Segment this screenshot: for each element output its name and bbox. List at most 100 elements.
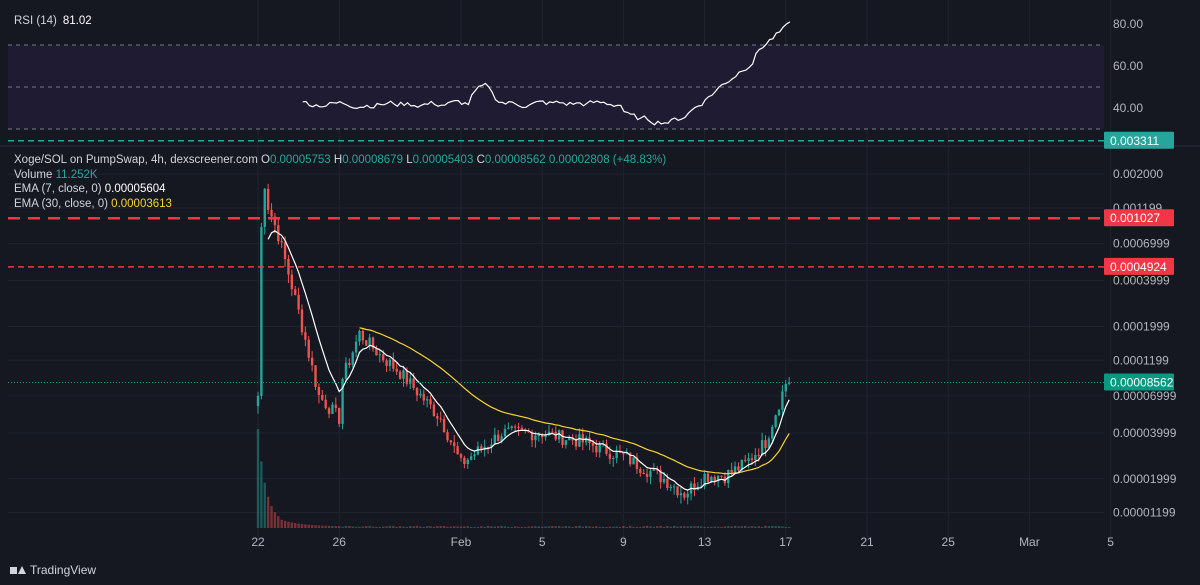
volume-bar bbox=[283, 520, 287, 528]
price-tick-label: 0.0006999 bbox=[1113, 237, 1170, 251]
candle-body bbox=[446, 432, 449, 441]
volume-bar bbox=[571, 526, 574, 528]
candle-body bbox=[774, 415, 777, 427]
candle-body bbox=[469, 456, 473, 460]
ema7-label: EMA (7, close, 0) bbox=[14, 183, 102, 195]
candle-body bbox=[442, 418, 446, 433]
tradingview-brand: TradingView bbox=[30, 563, 97, 577]
candle-body bbox=[381, 354, 385, 361]
volume-bar bbox=[760, 526, 764, 528]
volume-bar bbox=[290, 522, 294, 528]
volume-label: Volume bbox=[14, 168, 53, 181]
close-value: 0.00008562 bbox=[484, 154, 546, 166]
candle-body bbox=[635, 457, 639, 469]
candle-body bbox=[662, 478, 666, 483]
volume-bar bbox=[639, 526, 642, 528]
time-tick-label: 13 bbox=[698, 535, 712, 549]
volume-bar bbox=[412, 526, 415, 528]
volume-bar bbox=[466, 526, 469, 528]
volume-bar bbox=[737, 526, 740, 528]
volume-bar bbox=[456, 526, 459, 528]
candle-body bbox=[344, 362, 348, 379]
tradingview-icon bbox=[10, 565, 26, 575]
volume-bar bbox=[622, 525, 625, 528]
candle-body bbox=[612, 458, 615, 460]
price-tick-label: 0.0001999 bbox=[1113, 319, 1170, 333]
volume-bar bbox=[334, 526, 338, 528]
candle-body bbox=[432, 404, 436, 417]
candle-body bbox=[598, 443, 601, 453]
candle-body bbox=[439, 418, 442, 420]
volume-bar bbox=[534, 526, 537, 528]
time-tick-label: Feb bbox=[451, 535, 472, 549]
volume-bar bbox=[764, 525, 767, 528]
candle-body bbox=[530, 432, 534, 441]
green-level-tag: 0.003311 bbox=[1110, 134, 1159, 148]
tradingview-logo[interactable]: TradingView bbox=[10, 563, 96, 577]
volume-bar bbox=[767, 526, 771, 528]
candle-body bbox=[402, 370, 405, 379]
volume-bar bbox=[564, 526, 568, 528]
volume-bar bbox=[628, 525, 632, 528]
volume-bar bbox=[635, 526, 639, 528]
volume-bar bbox=[415, 525, 419, 528]
candle-body bbox=[649, 470, 652, 477]
rsi-line bbox=[302, 21, 791, 126]
volume-bar bbox=[432, 526, 436, 528]
volume-bar bbox=[449, 526, 453, 528]
red-level-tag-1: 0.001027 bbox=[1110, 211, 1160, 225]
time-tick-label: 22 bbox=[251, 535, 265, 549]
candle-body bbox=[300, 309, 304, 333]
volume-bar bbox=[598, 526, 601, 528]
volume-bar bbox=[700, 526, 703, 528]
volume-bar bbox=[331, 525, 334, 528]
candle-body bbox=[777, 409, 781, 416]
candle-body bbox=[554, 431, 557, 440]
volume-bar bbox=[436, 526, 439, 528]
candle-body bbox=[304, 332, 307, 340]
candle-body bbox=[659, 470, 662, 483]
volume-bar bbox=[520, 526, 524, 528]
candle-body bbox=[375, 348, 378, 356]
volume-bar bbox=[588, 526, 591, 528]
candle-body bbox=[280, 241, 283, 243]
candle-body bbox=[466, 459, 469, 465]
volume-bar bbox=[317, 525, 321, 528]
symbol-title[interactable]: Xoge/SOL on PumpSwap, 4h, dexscreener.co… bbox=[14, 154, 258, 166]
volume-bar bbox=[733, 525, 737, 528]
volume-bar bbox=[385, 526, 388, 528]
candle-body bbox=[672, 486, 676, 488]
close-key: C bbox=[476, 154, 485, 166]
candle-body bbox=[750, 458, 754, 461]
candle-body bbox=[371, 337, 375, 349]
candle-body bbox=[409, 378, 412, 384]
candle-body bbox=[429, 399, 432, 405]
volume-bar bbox=[689, 526, 693, 528]
candle-body bbox=[716, 475, 720, 482]
time-tick-label: 21 bbox=[860, 535, 874, 549]
candle-body bbox=[273, 216, 277, 226]
open-key: O bbox=[260, 154, 270, 166]
candle-body bbox=[297, 294, 300, 310]
candle-body bbox=[365, 340, 368, 346]
volume-bar bbox=[537, 526, 541, 528]
candle-body bbox=[463, 457, 466, 465]
volume-bar bbox=[419, 526, 422, 528]
candle-body bbox=[266, 188, 270, 210]
last-price-tag: 0.00008562 bbox=[1110, 376, 1174, 390]
volume-bar bbox=[645, 525, 649, 528]
volume-bar bbox=[649, 526, 652, 528]
low-key: L bbox=[406, 154, 413, 166]
candle-body bbox=[263, 188, 266, 227]
ema7-value: 0.00005604 bbox=[104, 183, 166, 195]
candle-body bbox=[395, 368, 398, 372]
candle-body bbox=[557, 430, 561, 440]
volume-bar bbox=[402, 526, 405, 528]
volume-bar bbox=[608, 526, 612, 528]
candle-body bbox=[551, 431, 554, 433]
candle-body bbox=[757, 454, 760, 456]
candle-body bbox=[405, 370, 409, 384]
volume-bar bbox=[632, 526, 635, 528]
